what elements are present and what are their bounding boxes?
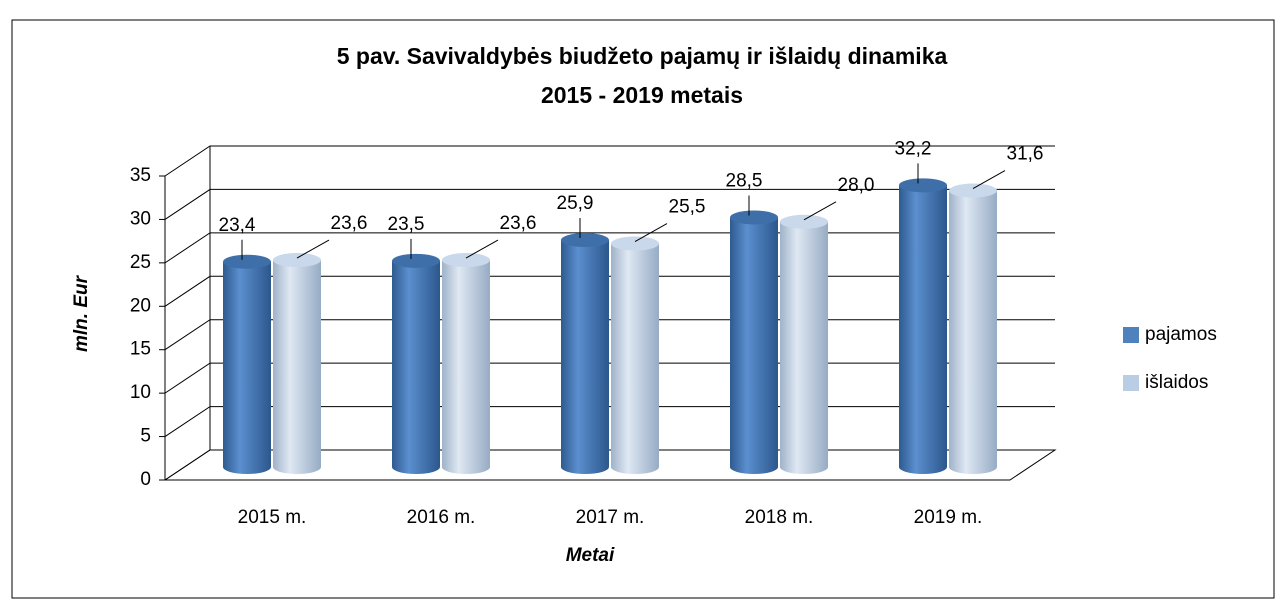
y-tick-label: 20 xyxy=(130,295,151,316)
bar-top xyxy=(899,178,947,193)
y-tick-label: 30 xyxy=(130,208,151,229)
legend-swatch xyxy=(1123,327,1139,343)
y-tick-label: 15 xyxy=(130,339,151,360)
bar xyxy=(223,261,271,474)
data-label: 23,5 xyxy=(388,214,425,235)
legend-label: pajamos xyxy=(1145,324,1217,345)
data-label: 25,5 xyxy=(669,197,706,218)
bar xyxy=(949,190,997,474)
data-label: 23,4 xyxy=(219,215,256,236)
bar-top xyxy=(273,253,321,268)
chart-title: 2015 - 2019 metais xyxy=(541,82,743,108)
data-label: 31,6 xyxy=(1007,144,1044,165)
bar xyxy=(611,243,659,474)
bar xyxy=(780,221,828,474)
bar-top xyxy=(392,253,440,268)
bar-top xyxy=(780,214,828,229)
grid-line xyxy=(164,188,1055,220)
x-tick-label: 2017 m. xyxy=(576,507,645,528)
chart-title: 5 pav. Savivaldybės biudžeto pajamų ir i… xyxy=(337,43,948,69)
bar xyxy=(899,185,947,474)
x-tick-label: 2018 m. xyxy=(745,507,814,528)
bar xyxy=(392,260,440,474)
bar-top xyxy=(730,210,778,225)
legend-label: išlaidos xyxy=(1145,372,1208,393)
y-tick-label: 0 xyxy=(140,469,151,490)
x-tick-label: 2015 m. xyxy=(238,507,307,528)
bar xyxy=(561,240,609,474)
leader-line xyxy=(465,239,499,259)
y-tick-label: 5 xyxy=(140,426,151,447)
bar xyxy=(730,217,778,474)
x-tick-label: 2016 m. xyxy=(407,507,476,528)
bar-top xyxy=(561,233,609,248)
data-label: 23,6 xyxy=(500,213,537,234)
bar-top xyxy=(223,254,271,269)
data-label: 25,9 xyxy=(557,193,594,214)
leader-line xyxy=(296,239,330,259)
leader-line xyxy=(634,223,668,242)
data-label: 32,2 xyxy=(895,138,932,159)
bar-top xyxy=(442,253,490,268)
y-tick-label: 35 xyxy=(130,165,151,186)
y-tick-label: 10 xyxy=(130,382,151,403)
grid-line xyxy=(164,145,1055,177)
bar xyxy=(442,260,490,474)
bar-top xyxy=(949,183,997,198)
bar-top xyxy=(611,236,659,251)
x-axis-title: Metai xyxy=(566,545,615,566)
x-tick-label: 2019 m. xyxy=(914,507,983,528)
y-axis-title: mln. Eur xyxy=(71,274,92,352)
data-label: 28,0 xyxy=(838,175,875,196)
y-tick-label: 25 xyxy=(130,252,151,273)
data-label: 23,6 xyxy=(331,213,368,234)
frame xyxy=(11,19,1275,599)
bar xyxy=(273,260,321,474)
data-label: 28,5 xyxy=(726,170,763,191)
legend-swatch xyxy=(1123,375,1139,391)
leader-line xyxy=(803,201,837,221)
leader-line xyxy=(972,170,1006,189)
